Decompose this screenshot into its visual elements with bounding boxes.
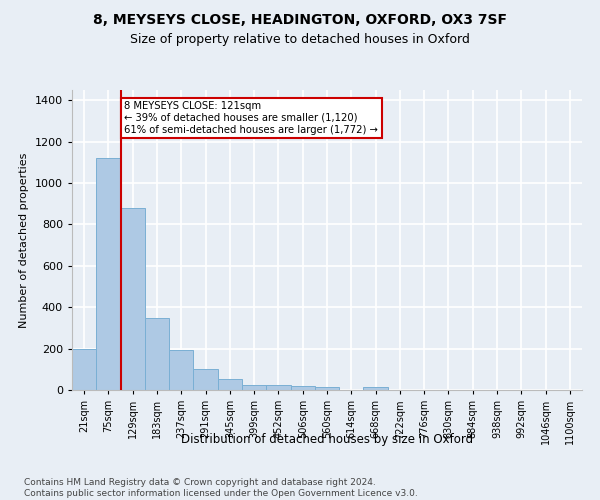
- Bar: [72, 349, 96, 390]
- Text: Distribution of detached houses by size in Oxford: Distribution of detached houses by size …: [181, 432, 473, 446]
- Bar: [242, 385, 266, 390]
- Bar: [218, 378, 242, 390]
- Bar: [315, 387, 339, 390]
- Bar: [169, 350, 193, 390]
- Bar: [121, 208, 145, 390]
- Y-axis label: Number of detached properties: Number of detached properties: [19, 152, 29, 328]
- Bar: [364, 387, 388, 390]
- Text: Contains HM Land Registry data © Crown copyright and database right 2024.
Contai: Contains HM Land Registry data © Crown c…: [24, 478, 418, 498]
- Bar: [96, 158, 121, 390]
- Bar: [290, 386, 315, 390]
- Text: 8 MEYSEYS CLOSE: 121sqm
← 39% of detached houses are smaller (1,120)
61% of semi: 8 MEYSEYS CLOSE: 121sqm ← 39% of detache…: [124, 102, 378, 134]
- Text: Size of property relative to detached houses in Oxford: Size of property relative to detached ho…: [130, 32, 470, 46]
- Bar: [145, 318, 169, 390]
- Text: 8, MEYSEYS CLOSE, HEADINGTON, OXFORD, OX3 7SF: 8, MEYSEYS CLOSE, HEADINGTON, OXFORD, OX…: [93, 12, 507, 26]
- Bar: [266, 385, 290, 390]
- Bar: [193, 370, 218, 390]
